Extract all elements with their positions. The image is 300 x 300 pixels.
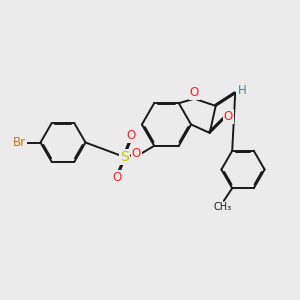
Text: O: O <box>112 171 122 184</box>
Text: O: O <box>190 85 199 99</box>
Text: O: O <box>224 110 233 123</box>
Text: H: H <box>237 84 246 98</box>
Text: Br: Br <box>13 136 26 149</box>
Text: S: S <box>120 150 129 164</box>
Text: CH₃: CH₃ <box>214 202 232 212</box>
Text: O: O <box>127 129 136 142</box>
Text: O: O <box>132 147 141 160</box>
